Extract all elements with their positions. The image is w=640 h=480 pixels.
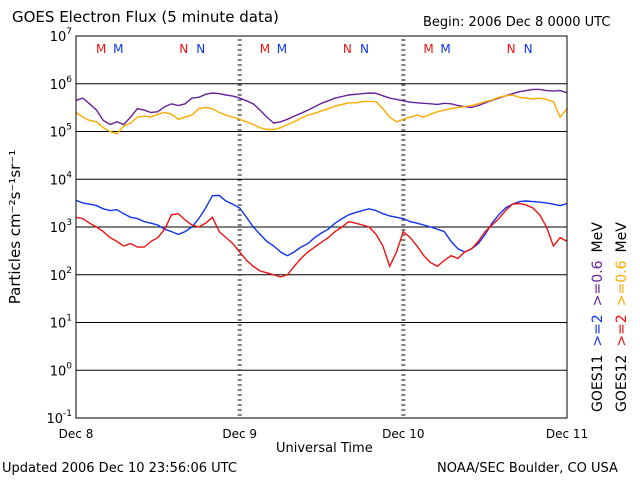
y-tick-label: 10-1 <box>46 409 72 427</box>
marker-label: N <box>524 42 533 56</box>
series-line-purple <box>75 88 568 126</box>
credit-text: NOAA/SEC Boulder, CO USA <box>437 461 618 476</box>
series-line-orange <box>75 94 568 135</box>
series-line-red <box>75 202 568 278</box>
marker-label: N <box>507 42 516 56</box>
y-tick-label: 100 <box>50 361 73 379</box>
flux-series <box>75 88 568 278</box>
y-tick-label: 102 <box>50 266 72 284</box>
x-tick-labels: Dec 8 Dec 9 Dec 10 Dec 11 <box>59 427 588 441</box>
series-line-blue <box>75 194 568 257</box>
marker-label: N <box>360 42 369 56</box>
chart-title: GOES Electron Flux (5 minute data) <box>12 8 279 26</box>
y-tick-label: 107 <box>50 27 72 45</box>
begin-timestamp: Begin: 2006 Dec 8 0000 UTC <box>423 15 611 30</box>
y-axis-label: Particles cm⁻²s⁻¹sr⁻¹ <box>6 150 24 304</box>
y-tick-label: 105 <box>50 123 72 141</box>
legend-sat-GOES12: GOES12>=2>=0.6MeV <box>614 222 630 412</box>
marker-label: N <box>343 42 352 56</box>
marker-label: M <box>440 42 450 56</box>
x-tick-label: Dec 9 <box>222 427 257 441</box>
legend-sat-GOES11: GOES11>=2>=0.6MeV <box>590 222 606 412</box>
x-tick-label: Dec 8 <box>59 427 94 441</box>
x-tick-label: Dec 10 <box>382 427 424 441</box>
marker-label: M <box>423 42 433 56</box>
marker-label: N <box>196 42 205 56</box>
updated-timestamp: Updated 2006 Dec 10 23:56:06 UTC <box>2 461 237 476</box>
marker-label: M <box>113 42 123 56</box>
y-tick-label: 101 <box>50 314 72 332</box>
right-legend: GOES11>=2>=0.6MeV GOES12>=2>=0.6MeV <box>590 222 630 412</box>
y-tick-labels: 10-1 100 101 102 103 104 105 106 107 <box>46 27 72 427</box>
x-tick-label: Dec 11 <box>546 427 588 441</box>
marker-label: M <box>277 42 287 56</box>
y-tick-label: 104 <box>50 170 73 188</box>
x-axis-label: Universal Time <box>276 441 373 456</box>
y-tick-label: 103 <box>50 218 72 236</box>
plot-frame <box>75 35 568 419</box>
marker-label: M <box>96 42 106 56</box>
y-tick-label: 106 <box>50 75 73 93</box>
marker-label: M <box>260 42 270 56</box>
day-divider-ticks <box>237 39 406 416</box>
marker-label: N <box>179 42 188 56</box>
